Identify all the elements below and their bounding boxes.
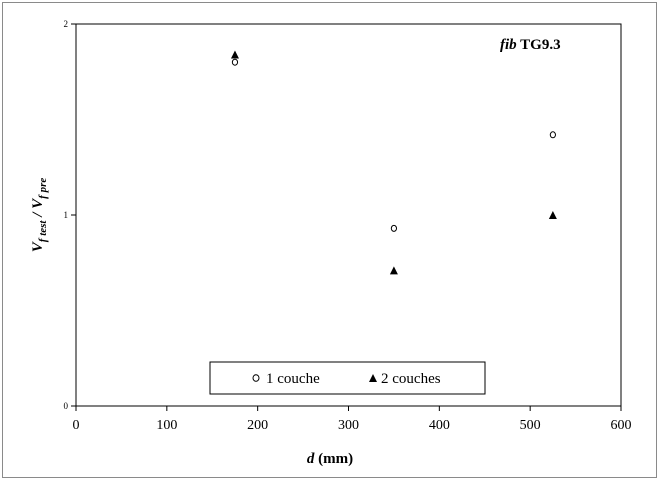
x-tick-label: 100 bbox=[156, 418, 177, 433]
x-tick-label: 300 bbox=[338, 418, 359, 433]
x-axis-label: d (mm) bbox=[307, 451, 353, 467]
x-axis-unit: (mm) bbox=[314, 451, 353, 467]
data-points bbox=[230, 50, 557, 275]
y-label-sep: / bbox=[30, 209, 46, 221]
x-axis-var: d bbox=[307, 451, 315, 467]
y-label-sub1: f test bbox=[37, 220, 49, 243]
x-tick-label: 400 bbox=[429, 418, 450, 433]
x-tick-label: 200 bbox=[247, 418, 268, 433]
y-tick-label: 2 bbox=[64, 19, 69, 29]
legend-label-2-couches: 2 couches bbox=[381, 371, 441, 387]
point-1-couche bbox=[390, 224, 398, 232]
point-2-couches bbox=[548, 211, 557, 219]
point-2-couches bbox=[389, 266, 398, 275]
x-tick-label: 600 bbox=[611, 418, 632, 433]
y-label-sub2: f pre bbox=[37, 178, 49, 199]
y-label-v2: V bbox=[30, 197, 46, 209]
y-axis-label: Vf test / Vf pre bbox=[30, 178, 49, 253]
y-tick-label: 0 bbox=[64, 401, 69, 411]
chart-annotation: fib TG9.3 bbox=[500, 37, 561, 53]
y-label-v1: V bbox=[30, 240, 46, 252]
point-1-couche bbox=[549, 131, 556, 139]
point-2-couches bbox=[230, 50, 239, 59]
legend: 1 couche 2 couches bbox=[209, 361, 486, 395]
x-axis: 0 100 200 300 400 500 600 bbox=[73, 406, 632, 433]
y-axis: 0 1 2 bbox=[64, 19, 76, 411]
legend-circle-marker bbox=[252, 374, 260, 382]
plot-area bbox=[75, 23, 622, 407]
x-tick-label: 500 bbox=[520, 418, 541, 433]
y-tick-label: 1 bbox=[64, 210, 69, 220]
annotation-italic: fib bbox=[500, 37, 517, 53]
point-1-couche bbox=[231, 58, 239, 66]
legend-triangle-marker bbox=[369, 374, 377, 382]
legend-box bbox=[209, 361, 486, 395]
annotation-rest: TG9.3 bbox=[517, 37, 561, 53]
x-tick-label: 0 bbox=[73, 418, 80, 433]
legend-label-1-couche: 1 couche bbox=[266, 371, 320, 387]
